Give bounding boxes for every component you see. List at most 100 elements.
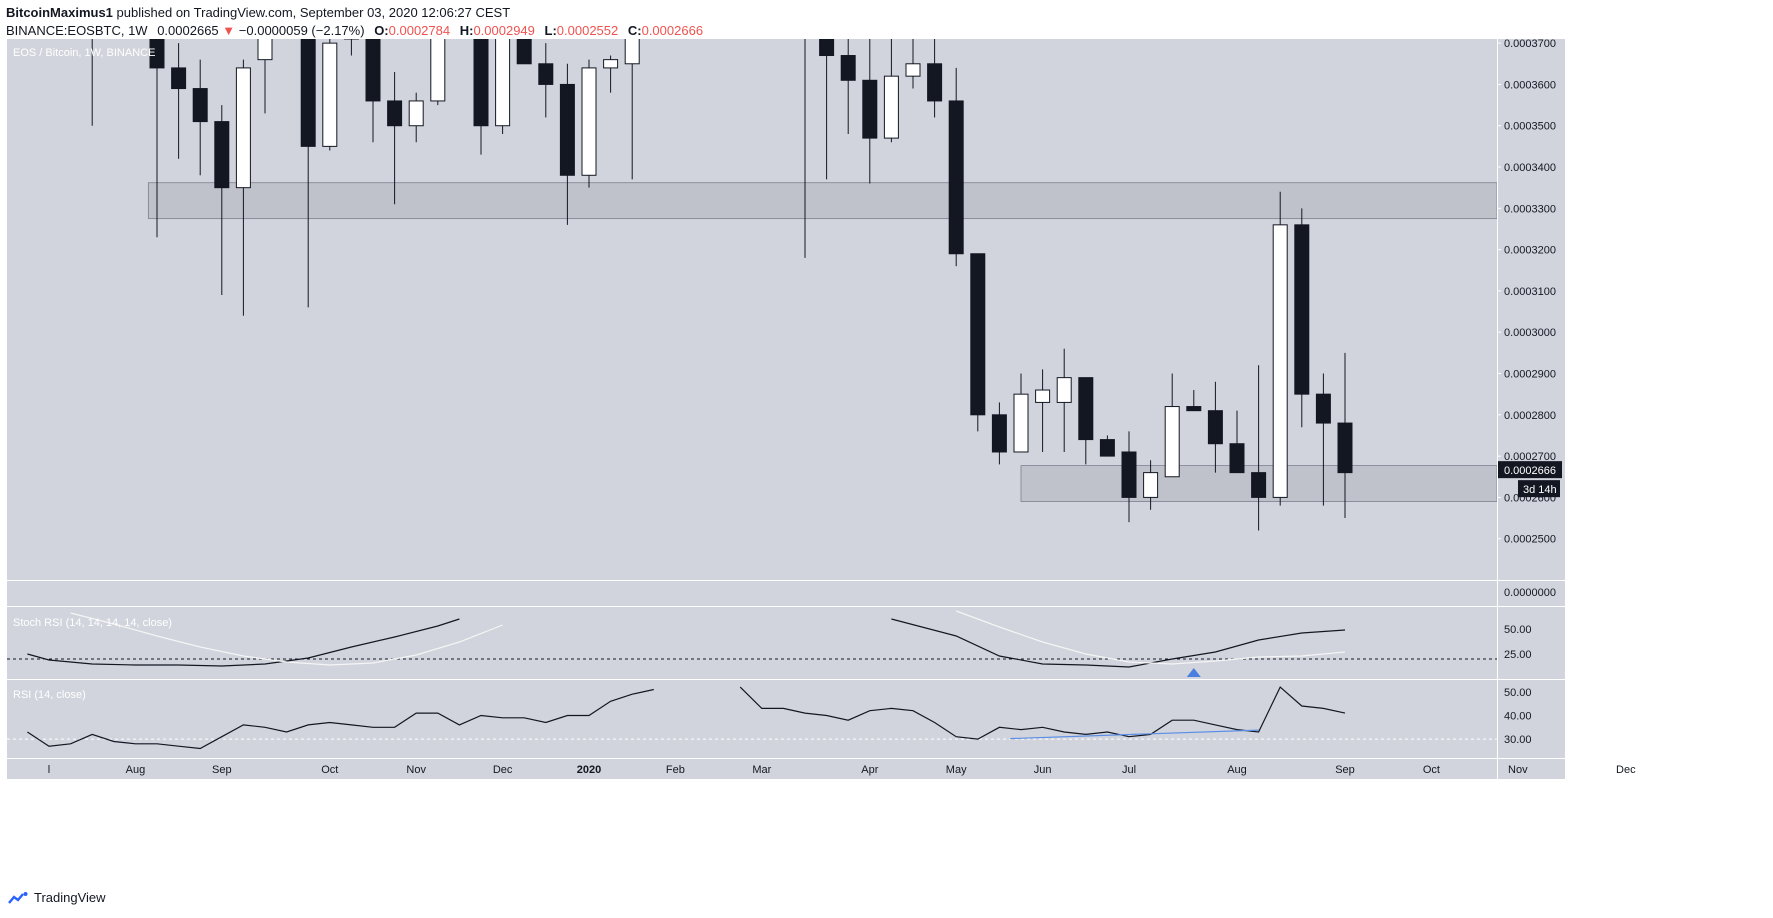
change-arrow-icon: ▼	[222, 23, 236, 38]
price-axis-label: 0.0003200	[1504, 245, 1556, 257]
stoch-d-line	[70, 612, 503, 666]
candle-body	[1272, 224, 1288, 498]
price-axis-label: 0.0003700	[1504, 38, 1556, 50]
candle-body	[149, 39, 165, 69]
time-axis-label: Apr	[861, 764, 878, 776]
symbol-label: BINANCE:EOSBTC, 1W	[6, 23, 148, 38]
price-axis-label: 0.0003000	[1504, 327, 1556, 339]
time-axis-label: 2020	[577, 764, 601, 776]
candle-body	[1143, 472, 1159, 498]
candle-body	[538, 63, 554, 85]
price-axis-label: 0.0002800	[1504, 410, 1556, 422]
last-price: 0.0002665	[157, 23, 219, 38]
candle-body	[862, 79, 878, 139]
price-axis-label: 0.0003600	[1504, 79, 1556, 91]
time-axis-label: Mar	[752, 764, 771, 776]
candle-body	[1229, 443, 1245, 474]
candle-body	[257, 39, 273, 61]
time-axis-label: Sep	[1335, 764, 1355, 776]
open-label: O:	[374, 23, 389, 38]
candle-body	[1164, 406, 1180, 478]
countdown-marker	[1518, 480, 1560, 498]
rsi-line	[27, 688, 654, 750]
candle-body	[1099, 439, 1115, 457]
stoch-pane-background	[7, 607, 1497, 679]
low-label: L:	[544, 23, 557, 38]
time-axis-label: Oct	[1423, 764, 1440, 776]
price-axis-label: 0.0003300	[1504, 203, 1556, 215]
price-axis-label: 0.0002900	[1504, 369, 1556, 381]
crossover-signal-icon	[1186, 668, 1201, 677]
countdown-label: 3d 14h	[1523, 484, 1557, 496]
high-value: 0.0002949	[473, 23, 535, 38]
candle-body	[473, 39, 489, 127]
footer: TradingView	[8, 890, 106, 905]
stoch-k-line	[27, 618, 460, 667]
candle-body	[883, 75, 899, 139]
candle-body	[300, 39, 316, 147]
candle-body	[991, 414, 1007, 453]
candle-body	[1056, 377, 1072, 403]
candle-body	[559, 83, 575, 176]
publisher-line: BitcoinMaximus1 published on TradingView…	[6, 4, 703, 22]
rsi-axis-label: 50.00	[1504, 687, 1532, 699]
time-axis-label: Aug	[126, 764, 146, 776]
footer-brand[interactable]: TradingView	[34, 890, 106, 905]
candle-body	[798, 0, 812, 35]
candle-body	[1207, 410, 1223, 445]
price-plot-area	[91, 0, 1497, 531]
rsi-divergence-trendline	[1010, 729, 1259, 740]
time-axis-label: Oct	[321, 764, 338, 776]
candle-body	[387, 100, 403, 127]
time-axis-label: Nov	[406, 764, 426, 776]
stoch-axis-label: 50.00	[1504, 624, 1532, 636]
time-axis-label: Aug	[1227, 764, 1247, 776]
candle-body	[430, 39, 446, 102]
rsi-axis-label: 40.00	[1504, 710, 1532, 722]
candle-body	[343, 39, 359, 40]
time-axis-label: Dec	[1616, 764, 1636, 776]
chart-header: BitcoinMaximus1 published on TradingView…	[6, 4, 703, 40]
high-label: H:	[459, 23, 474, 38]
time-axis-label: l	[48, 764, 50, 776]
candle-body	[322, 42, 338, 147]
price-axis-label: 0.0002500	[1504, 534, 1556, 546]
candle-body	[948, 100, 964, 255]
rsi-axis-label: 30.00	[1504, 734, 1532, 746]
last-price-marker	[1498, 461, 1562, 479]
tradingview-logo-icon	[8, 891, 28, 904]
candle-body	[1078, 377, 1094, 441]
support-resistance-zone	[147, 182, 1497, 220]
candle-body	[365, 39, 381, 102]
price-axis-zero-label: 0.0000000	[1504, 587, 1556, 599]
low-value: 0.0002552	[556, 23, 619, 38]
open-value: 0.0002784	[388, 23, 451, 38]
candle-body	[408, 100, 424, 127]
candle-body	[819, 39, 835, 57]
time-axis-label: Jun	[1034, 764, 1052, 776]
candle-body	[970, 253, 986, 416]
candle-body	[1035, 389, 1051, 403]
candle-body	[171, 67, 187, 90]
time-axis-label: Sep	[212, 764, 232, 776]
time-axis-background	[7, 759, 1497, 779]
close-label: C:	[627, 23, 642, 38]
candle-body	[192, 88, 208, 123]
time-axis-label: Nov	[1508, 764, 1528, 776]
candle-body	[1294, 224, 1310, 395]
candle-body	[214, 121, 230, 189]
rsi-pane-background	[7, 680, 1497, 758]
price-pane-background	[7, 39, 1497, 606]
candle-body	[927, 63, 943, 102]
time-axis-label: May	[946, 764, 967, 776]
publisher-name[interactable]: BitcoinMaximus1	[6, 5, 113, 20]
time-axis-label: Jul	[1122, 764, 1136, 776]
candle-body	[1315, 393, 1331, 424]
candle-body	[905, 63, 921, 77]
candle-body	[235, 67, 251, 189]
time-axis-label: Feb	[666, 764, 685, 776]
price-axis-label: 0.0002700	[1504, 451, 1556, 463]
rsi-plot-area	[7, 686, 1497, 750]
time-axis-label: Dec	[493, 764, 513, 776]
